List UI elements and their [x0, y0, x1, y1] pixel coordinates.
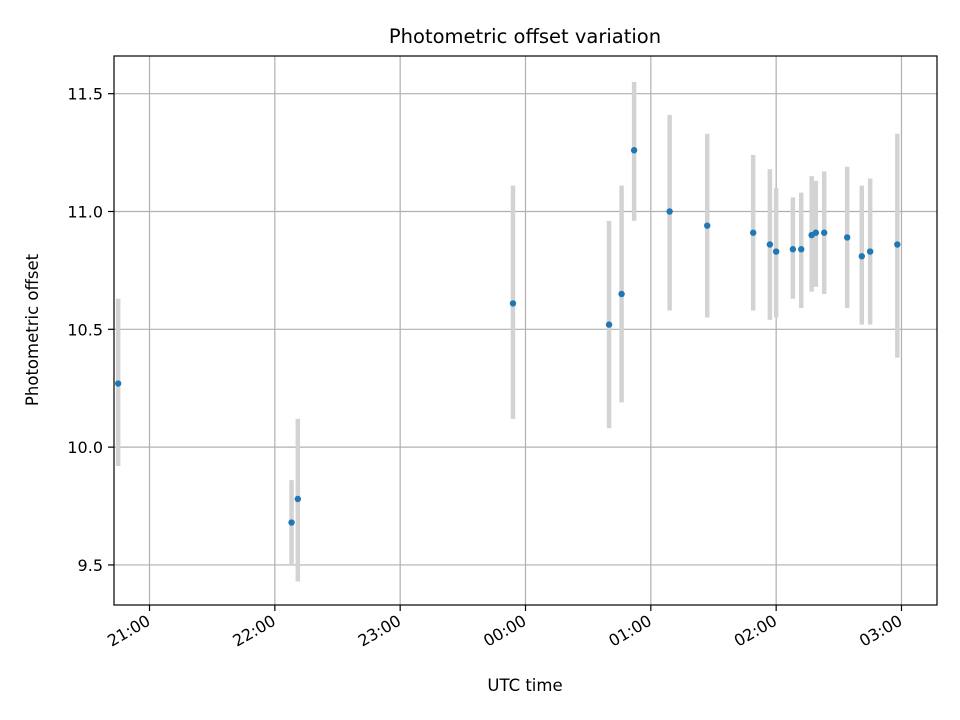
- chart-title: Photometric offset variation: [389, 25, 661, 48]
- data-points: [114, 147, 901, 526]
- y-axis-label: Photometric offset: [23, 253, 42, 406]
- data-point: [618, 290, 625, 298]
- data-point: [114, 380, 122, 387]
- y-axis-ticks: 9.5 10.0 10.5 11.0 11.5: [67, 85, 114, 575]
- y-tick-label: 9.5: [78, 556, 103, 575]
- data-point: [766, 241, 774, 248]
- data-point: [294, 495, 302, 503]
- data-point: [866, 248, 874, 255]
- data-point: [858, 253, 866, 260]
- x-axis-label: UTC time: [487, 676, 562, 695]
- data-point: [843, 234, 851, 241]
- data-point: [630, 147, 638, 154]
- data-point: [605, 321, 613, 328]
- data-point: [666, 208, 673, 215]
- data-point: [812, 229, 820, 236]
- data-point: [798, 246, 805, 253]
- y-tick-label: 11.0: [67, 203, 103, 222]
- data-point: [288, 519, 295, 526]
- data-point: [509, 300, 517, 307]
- data-point: [894, 241, 901, 248]
- y-tick-label: 10.0: [67, 438, 103, 457]
- data-point: [821, 229, 828, 236]
- data-point: [789, 246, 797, 253]
- y-tick-label: 10.5: [67, 320, 103, 339]
- data-point: [749, 229, 757, 236]
- y-tick-label: 11.5: [67, 85, 103, 104]
- data-point: [772, 248, 780, 255]
- data-point: [704, 222, 711, 229]
